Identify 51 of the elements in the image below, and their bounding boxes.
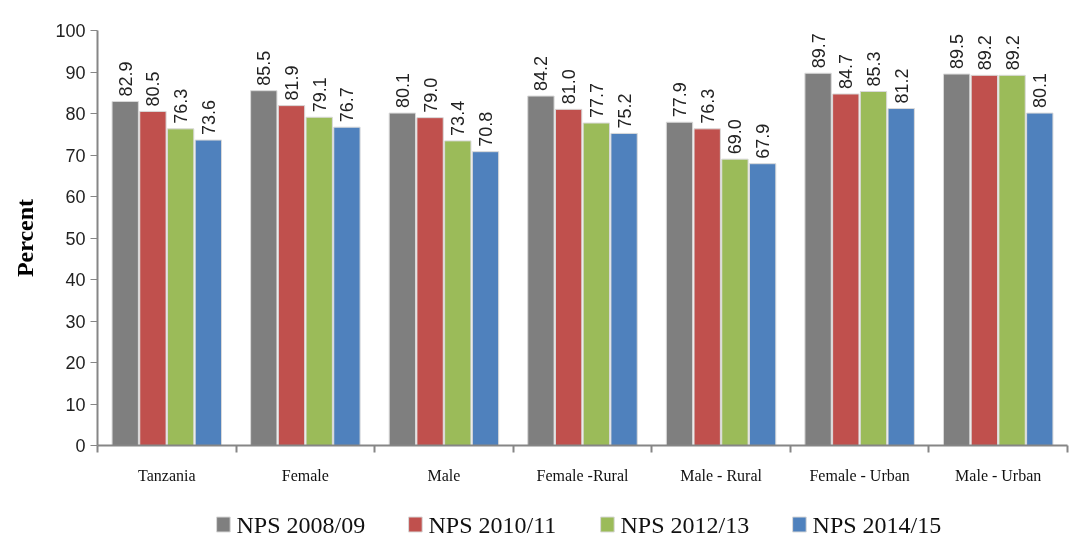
data-label: 76.3 [697,88,718,124]
data-label: 80.5 [143,71,164,107]
y-axis-title: Percent [12,198,39,278]
data-label: 81.9 [282,65,302,101]
data-label: 84.2 [531,56,552,92]
y-tick-label: 30 [65,311,86,332]
data-label: 85.3 [864,51,884,87]
data-label: 89.7 [808,33,829,69]
data-label: 80.1 [1030,73,1051,109]
data-label: 80.1 [392,73,413,109]
data-label: 81.0 [559,69,580,105]
y-tick-label: 100 [55,21,86,41]
data-label: 77.9 [670,82,690,118]
x-tick-label: Male [427,466,461,484]
legend-label: NPS 2008/09 [236,511,366,538]
data-label: 67.9 [753,123,774,159]
y-tick-label: 20 [65,353,86,373]
data-label: 84.7 [836,53,857,89]
y-tick-label: 60 [65,187,86,207]
data-label: 73.6 [198,100,219,136]
y-tick-label: 40 [65,270,86,290]
data-label: 69.0 [725,119,746,155]
legend-label: NPS 2010/11 [428,511,557,538]
data-label: 70.8 [476,111,496,147]
y-tick-label: 80 [65,104,86,124]
legend-label: NPS 2012/13 [620,511,750,538]
x-tick-label: Female - Urban [809,466,910,484]
data-label: 85.5 [254,50,275,86]
data-label: 75.2 [614,93,635,129]
y-tick-label: 10 [65,394,86,415]
data-label: 89.5 [947,34,968,70]
x-tick-label: Tanzania [138,466,196,484]
legend-label: NPS 2014/15 [812,511,942,538]
data-label: 89.2 [1002,35,1023,71]
data-label: 89.2 [974,35,995,71]
y-tick-label: 70 [65,145,86,166]
y-tick-label: 90 [65,62,86,83]
x-tick-label: Male - Rural [680,466,763,484]
data-label: 81.2 [891,68,912,104]
data-label: 77.7 [586,83,607,119]
data-label: 76.3 [171,88,192,124]
x-tick-label: Female -Rural [536,466,630,484]
x-tick-label: Male - Urban [955,466,1042,484]
x-tick-label: Female [281,466,329,484]
y-tick-label: 0 [75,436,86,456]
data-label: 73.4 [448,100,469,136]
y-tick-label: 50 [65,228,86,249]
data-label: 76.7 [337,87,358,123]
data-label: 79.0 [420,77,441,113]
data-label: 79.1 [309,77,330,113]
data-label: 82.9 [115,61,136,97]
